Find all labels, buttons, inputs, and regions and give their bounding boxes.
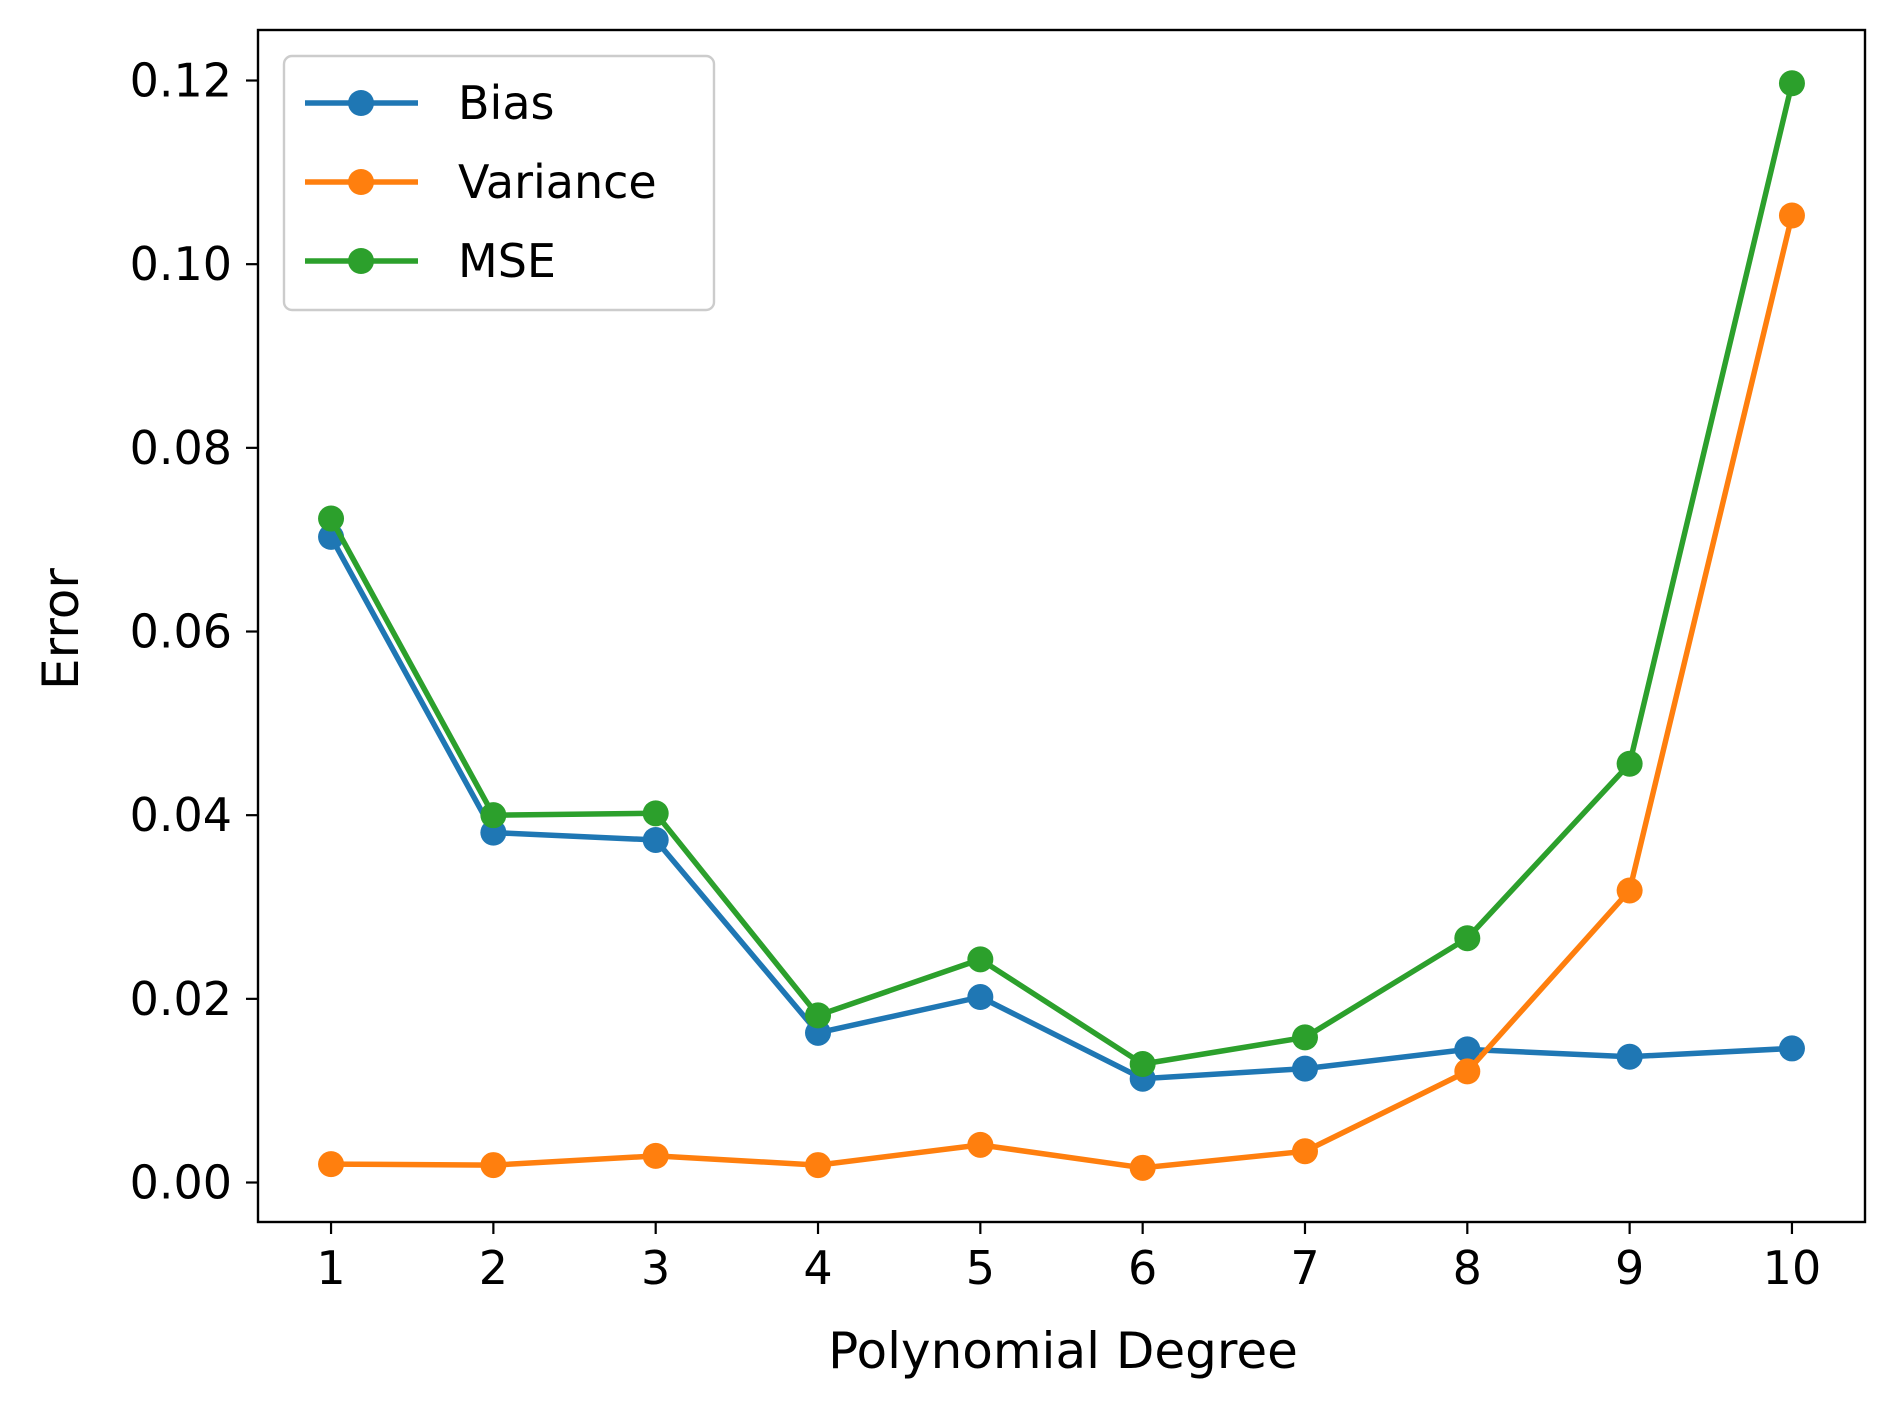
data-point (1129, 1051, 1156, 1078)
legend-entry: Bias (305, 76, 555, 130)
x-axis-label: Polynomial Degree (828, 1322, 1298, 1380)
data-point (480, 802, 507, 829)
legend-entry: Variance (305, 155, 657, 209)
data-point (1778, 202, 1805, 229)
y-tick-label: 0.06 (130, 605, 232, 659)
x-tick-label: 5 (966, 1241, 995, 1295)
x-tick-label: 4 (803, 1241, 832, 1295)
x-tick-label: 9 (1615, 1241, 1644, 1295)
data-point (1454, 1058, 1481, 1085)
axes: 1 2 3 4 5 6 7 8 9 10 0.00 0.02 0.04 0.06 0.08 0.10 0.12 (130, 28, 1867, 1295)
y-tick-label: 0.10 (130, 237, 232, 291)
x-tick-label: 2 (479, 1241, 508, 1295)
series-bias (318, 523, 1805, 1092)
legend-label: Variance (458, 155, 657, 209)
x-tick-label: 7 (1290, 1241, 1319, 1295)
data-point (1616, 877, 1643, 904)
data-point (318, 505, 345, 532)
data-point (1454, 1036, 1481, 1063)
legend-marker (348, 248, 374, 274)
data-point (1291, 1055, 1318, 1082)
x-tick-label: 8 (1453, 1241, 1482, 1295)
data-point (1129, 1154, 1156, 1181)
y-tick-label: 0.04 (130, 788, 232, 842)
data-point (1778, 70, 1805, 97)
data-point (805, 1152, 832, 1179)
data-point (642, 826, 669, 853)
legend-marker (348, 169, 374, 195)
y-tick-label: 0.12 (130, 54, 232, 108)
y-tick-label: 0.00 (130, 1156, 232, 1210)
data-point (967, 1131, 994, 1158)
y-tick-label: 0.02 (130, 972, 232, 1026)
legend-label: Bias (458, 76, 555, 130)
series-mse (318, 70, 1805, 1078)
data-point (1616, 1043, 1643, 1070)
data-point (1291, 1138, 1318, 1165)
legend-label: MSE (458, 234, 556, 288)
x-tick-label: 3 (641, 1241, 670, 1295)
y-axis-label: Error (32, 568, 90, 690)
data-point (642, 1142, 669, 1169)
legend-box (282, 54, 716, 312)
legend-marker (348, 90, 374, 116)
plot-frame (256, 28, 1867, 1224)
x-tick-label: 1 (316, 1241, 345, 1295)
data-point (967, 984, 994, 1011)
legend-entry: MSE (305, 234, 556, 288)
y-tick-label: 0.08 (130, 421, 232, 475)
data-point (642, 800, 669, 827)
data-point (805, 1002, 832, 1029)
data-point (318, 1151, 345, 1178)
data-point (1454, 925, 1481, 952)
data-point (480, 1152, 507, 1179)
series-group (318, 70, 1805, 1181)
data-point (1291, 1024, 1318, 1051)
x-tick-label: 10 (1763, 1241, 1822, 1295)
series-line (328, 212, 1795, 1171)
x-tick-label: 6 (1128, 1241, 1157, 1295)
series-line (328, 534, 1795, 1082)
series-variance (318, 202, 1805, 1181)
data-point (1778, 1035, 1805, 1062)
data-point (967, 946, 994, 973)
data-point (1616, 750, 1643, 777)
legend: Bias Variance MSE (282, 54, 716, 312)
series-line (328, 80, 1795, 1067)
